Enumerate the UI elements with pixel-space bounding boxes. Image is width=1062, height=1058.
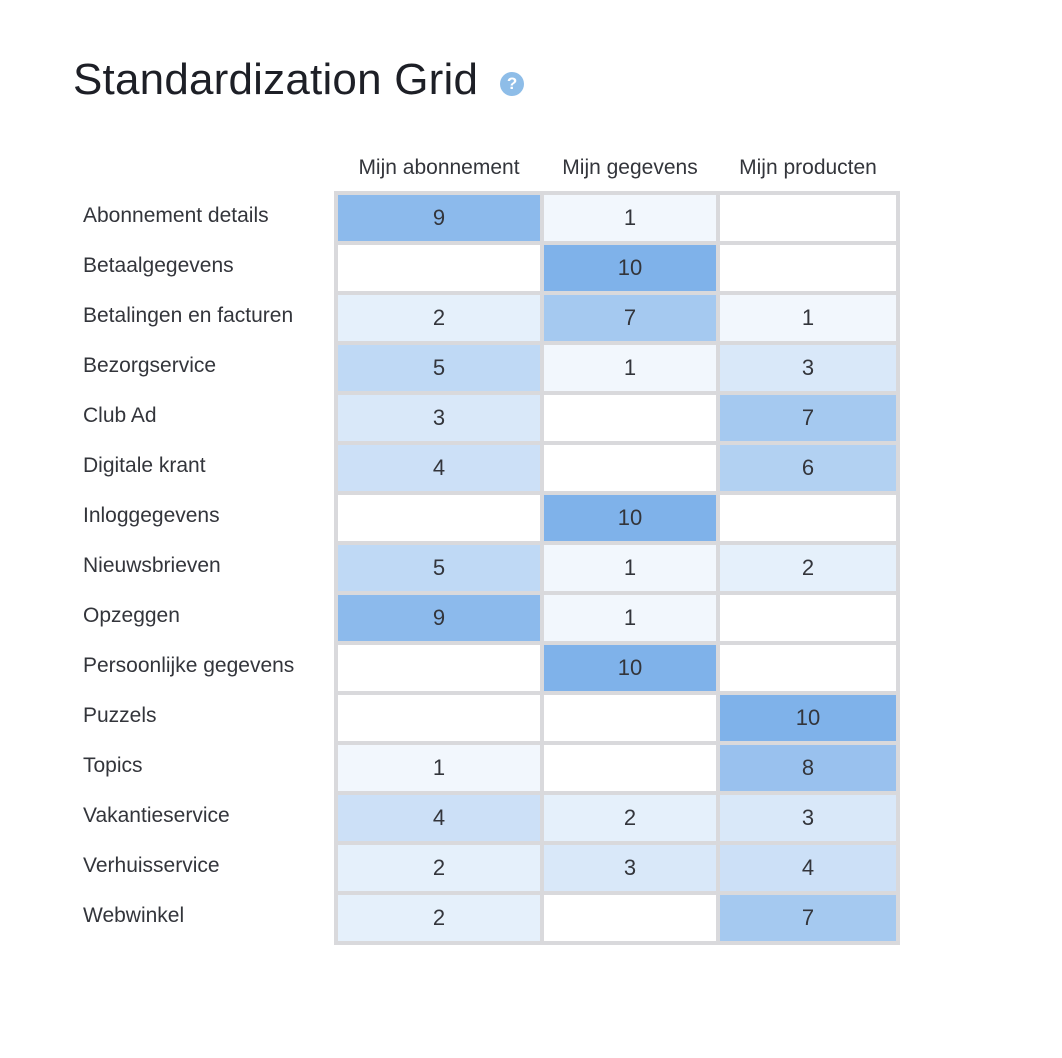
grid-cell[interactable]: 2 [544, 795, 716, 841]
grid-cell[interactable] [338, 645, 540, 691]
column-header-mijn-abonnement: Mijn abonnement [358, 156, 520, 179]
row-label: Puzzels [83, 704, 157, 727]
grid-cell[interactable]: 3 [720, 795, 896, 841]
grid-cell[interactable]: 3 [720, 345, 896, 391]
grid-cell[interactable] [338, 495, 540, 541]
grid-cell[interactable] [544, 695, 716, 741]
grid-cell[interactable] [338, 695, 540, 741]
grid-cell[interactable]: 4 [338, 795, 540, 841]
grid-cell[interactable] [544, 895, 716, 941]
grid-cell[interactable] [720, 195, 896, 241]
grid-cell[interactable] [720, 645, 896, 691]
grid-cell[interactable]: 2 [720, 545, 896, 591]
row-label: Vakantieservice [83, 804, 230, 827]
grid-cell[interactable]: 2 [338, 895, 540, 941]
grid-cell[interactable]: 8 [720, 745, 896, 791]
grid-row: 10 [338, 495, 896, 541]
grid-cell[interactable] [544, 395, 716, 441]
grid-cell[interactable]: 6 [720, 445, 896, 491]
grid-cell[interactable]: 4 [720, 845, 896, 891]
grid-cell[interactable]: 7 [544, 295, 716, 341]
grid-cell[interactable]: 10 [544, 495, 716, 541]
grid-cell[interactable]: 3 [338, 395, 540, 441]
grid-cell[interactable]: 5 [338, 545, 540, 591]
grid-cell[interactable]: 2 [338, 845, 540, 891]
grid-cell[interactable]: 9 [338, 195, 540, 241]
grid-cell[interactable]: 7 [720, 395, 896, 441]
row-label: Club Ad [83, 404, 157, 427]
row-label: Persoonlijke gegevens [83, 654, 295, 677]
grid-cell[interactable]: 1 [544, 545, 716, 591]
row-label: Abonnement details [83, 204, 269, 227]
grid-cell[interactable]: 2 [338, 295, 540, 341]
grid-cell[interactable] [720, 245, 896, 291]
grid-cell[interactable]: 1 [544, 595, 716, 641]
row-label: Verhuisservice [83, 854, 220, 877]
standardization-grid: 9 1 10 2 7 1 5 1 3 3 7 4 6 10 5 1 2 9 1 10 10 1 8 4 2 3 2 3 4 2 7 [334, 191, 900, 945]
grid-cell[interactable]: 1 [544, 345, 716, 391]
row-label: Opzeggen [83, 604, 180, 627]
row-label: Digitale krant [83, 454, 206, 477]
row-label: Bezorgservice [83, 354, 217, 377]
row-label: Nieuwsbrieven [83, 554, 221, 577]
grid-cell[interactable]: 9 [338, 595, 540, 641]
row-label: Topics [83, 754, 143, 777]
grid-cell[interactable]: 1 [544, 195, 716, 241]
grid-cell[interactable]: 3 [544, 845, 716, 891]
grid-cell[interactable] [720, 595, 896, 641]
grid-cell[interactable]: 5 [338, 345, 540, 391]
grid-cell[interactable] [544, 745, 716, 791]
row-labels: Abonnement details Betaalgegevens Betaling… [83, 193, 294, 943]
grid-cell[interactable] [720, 495, 896, 541]
row-label: Inloggegevens [83, 504, 220, 527]
help-circle-icon[interactable]: ? [500, 72, 525, 96]
grid-row: 10 [338, 645, 896, 691]
grid-cell[interactable]: 10 [544, 645, 716, 691]
grid-cell[interactable] [544, 445, 716, 491]
grid-cell[interactable] [338, 245, 540, 291]
grid-cell[interactable]: 1 [338, 745, 540, 791]
row-label: Betalingen en facturen [83, 304, 294, 327]
grid-cell[interactable]: 10 [720, 695, 896, 741]
column-header-mijn-producten: Mijn producten [739, 156, 877, 179]
page-header: Standardization Grid ? [73, 50, 525, 110]
row-label: Webwinkel [83, 904, 185, 927]
grid-cell[interactable]: 10 [544, 245, 716, 291]
grid-cell[interactable]: 1 [720, 295, 896, 341]
grid-row: 10 [338, 245, 896, 291]
column-header-mijn-gegevens: Mijn gegevens [562, 156, 698, 179]
grid-row: 10 [338, 695, 896, 741]
page-title: Standardization Grid [73, 55, 479, 104]
row-label: Betaalgegevens [83, 254, 234, 277]
grid-cell[interactable]: 7 [720, 895, 896, 941]
grid-cell[interactable]: 4 [338, 445, 540, 491]
